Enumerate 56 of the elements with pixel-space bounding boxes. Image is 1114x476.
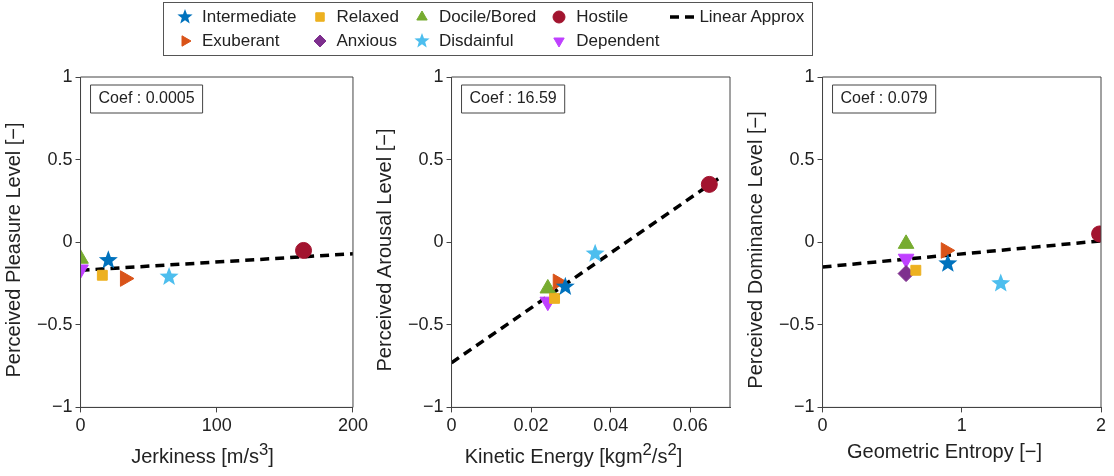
y-axis-title: Perceived Pleasure Level [−] [2, 121, 25, 380]
y-tick-label: −1 [52, 396, 73, 417]
x-tick-label: 0 [75, 415, 86, 436]
legend-label: Anxious [336, 31, 397, 51]
y-tick-label: 1 [62, 65, 73, 86]
y-axis-title: Perceived Dominance Level [−] [744, 110, 767, 391]
y-tick-label: 1 [804, 65, 815, 86]
y-tick-label: 0.5 [789, 148, 815, 169]
x-tick-label: 100 [201, 415, 232, 436]
x-tick-label: 0.04 [593, 415, 629, 436]
legend-label: Exuberant [202, 31, 280, 51]
point [897, 265, 915, 283]
legend-label: Linear Approx [699, 7, 805, 27]
point [910, 264, 922, 276]
y-tick-label: 0 [433, 231, 444, 252]
y-tick-label: 1 [433, 65, 444, 86]
x-axis-title: Geometric Entropy [−] [845, 440, 1044, 463]
y-tick-label: 0 [62, 231, 73, 252]
x-tick-label: 2 [1095, 415, 1107, 436]
y-tick-label: 0.5 [47, 148, 73, 169]
point [539, 278, 557, 294]
point [555, 276, 575, 295]
legend-label: Relaxed [336, 7, 399, 27]
y-tick-label: −0.5 [778, 313, 815, 334]
y-tick-label: −0.5 [407, 313, 444, 334]
point [938, 253, 958, 272]
y-axis-title: Perceived Arousal Level [−] [373, 127, 396, 374]
point [549, 292, 561, 304]
point [585, 243, 605, 262]
y-tick-label: −0.5 [36, 313, 73, 334]
annotation: Coef : 16.59 [469, 89, 557, 107]
legend-label: Disdainful [438, 31, 514, 51]
y-tick-label: −1 [423, 396, 444, 417]
y-tick-label: −1 [794, 396, 815, 417]
y-tick-label: 0 [804, 231, 815, 252]
x-tick-label: 0.06 [672, 415, 708, 436]
legend-label: Dependent [576, 31, 660, 51]
x-axis-title: Kinetic Energy [kgm$^{2}$/s$^{2}$] [463, 440, 684, 468]
annotation: Coef : 0.079 [840, 89, 928, 107]
point [98, 250, 118, 269]
point [991, 273, 1011, 292]
point [96, 269, 108, 281]
legend-label: Hostile [576, 7, 629, 27]
annotation: Coef : 0.0005 [98, 89, 195, 107]
point [295, 241, 313, 259]
y-tick-label: 0.5 [418, 148, 444, 169]
x-tick-label: 0 [817, 415, 828, 436]
point [700, 175, 718, 193]
x-tick-label: 200 [337, 415, 369, 436]
legend-label: Intermediate [202, 7, 297, 27]
x-axis-title: Jerkiness [m/s$^{3}$] [130, 440, 275, 468]
point [159, 266, 179, 285]
legend-label: Docile/Bored [438, 7, 537, 27]
x-tick-label: 1 [956, 415, 967, 436]
x-tick-label: 0 [446, 415, 457, 436]
x-tick-label: 0.02 [513, 415, 549, 436]
